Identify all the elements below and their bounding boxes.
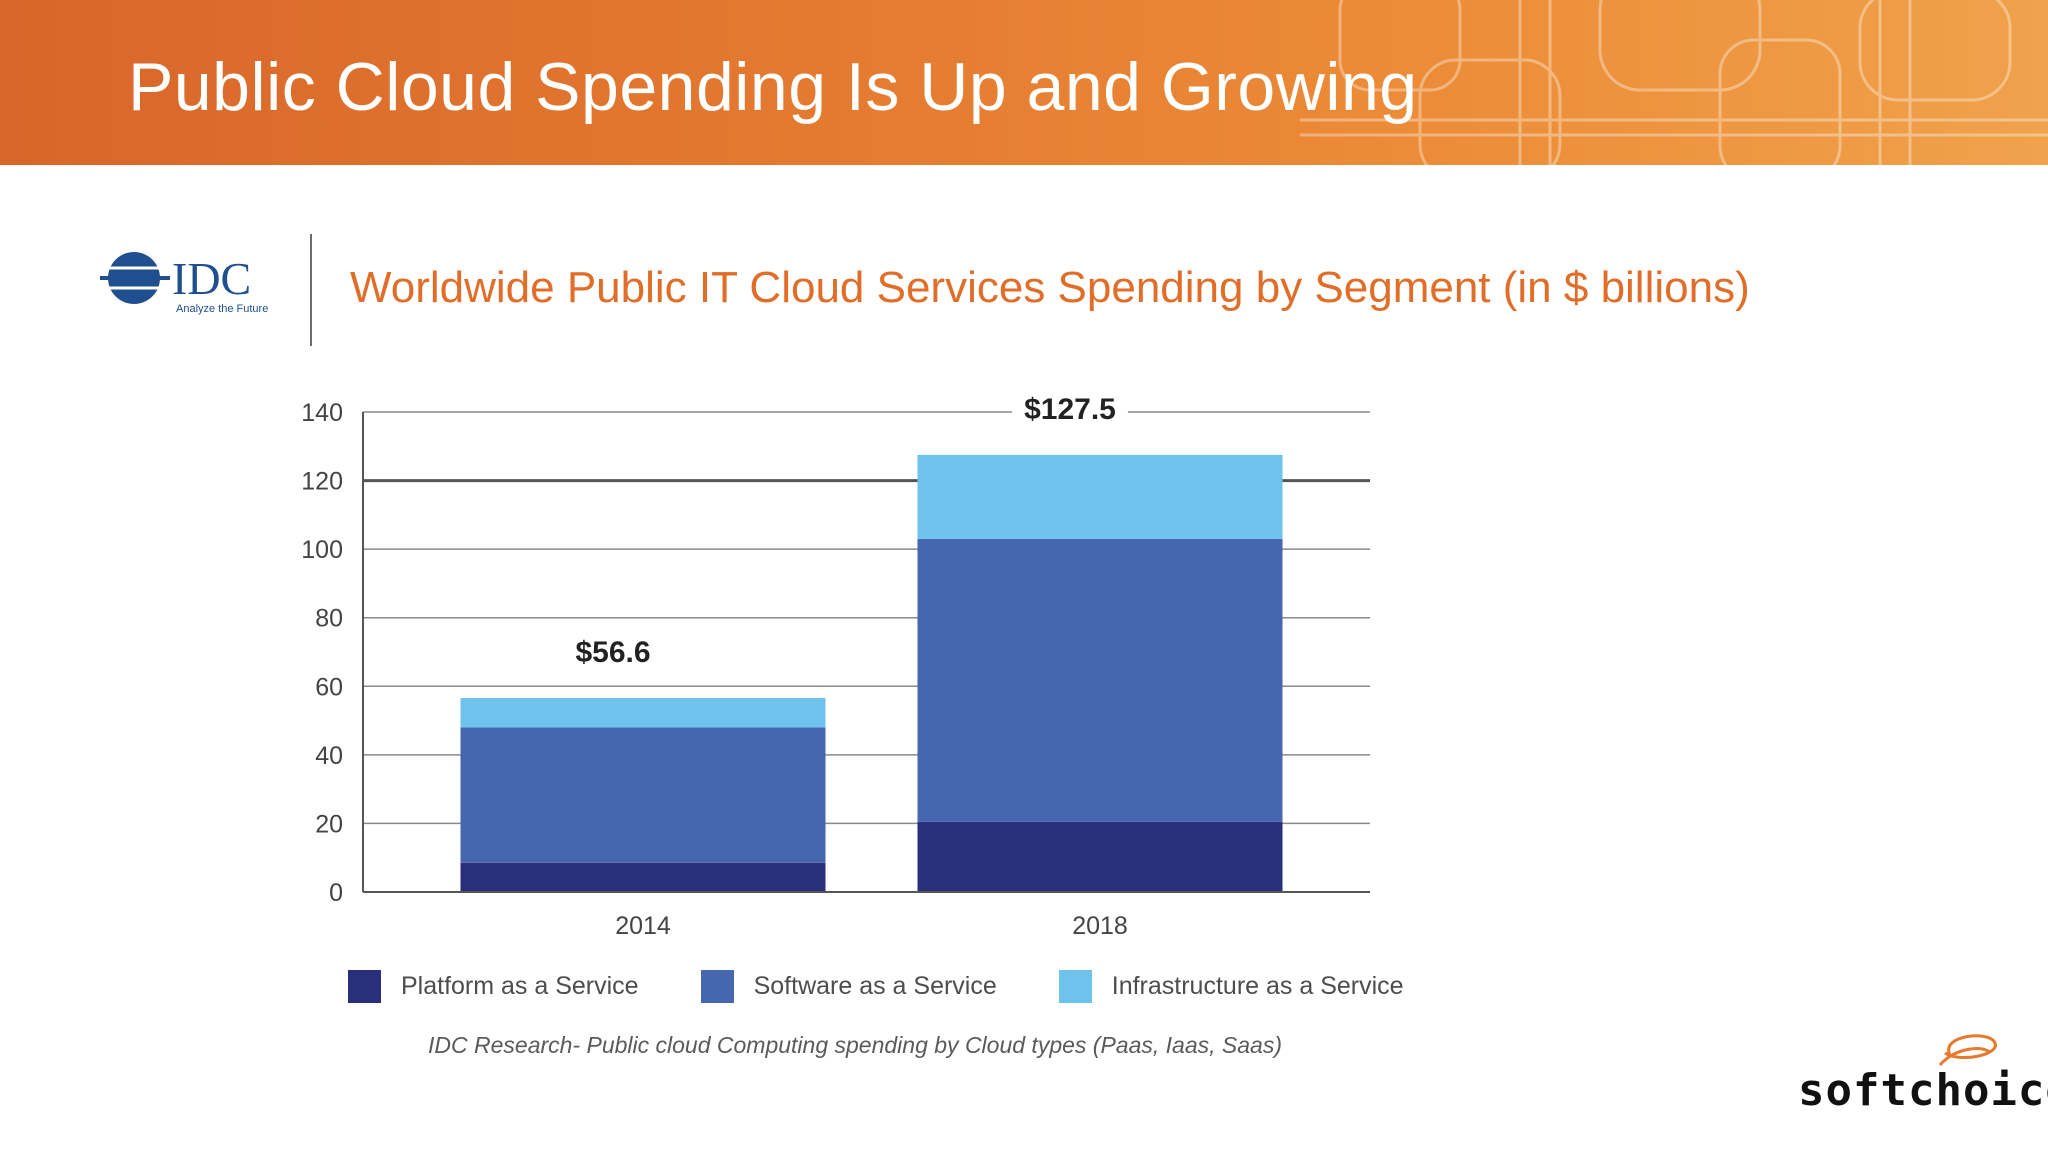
- bar-segment-saas: [460, 727, 826, 863]
- banner-pattern: [1300, 0, 2048, 165]
- y-tick-label: 60: [315, 673, 343, 701]
- x-tick-label: 2018: [1072, 912, 1128, 940]
- chart-heading: Worldwide Public IT Cloud Services Spend…: [350, 263, 1750, 312]
- y-tick-label: 20: [315, 810, 343, 838]
- legend-swatch-iaas: [1058, 969, 1092, 1003]
- bar-total-label-bg: [1012, 388, 1128, 430]
- legend-swatch-paas: [348, 969, 381, 1003]
- bar-segment-paas: [460, 862, 826, 892]
- logo-divider: [310, 234, 312, 346]
- legend-label-iaas: Infrastructure as a Service: [1111, 971, 1404, 1000]
- slide-title: Public Cloud Spending Is Up and Growing: [128, 49, 1418, 125]
- bar-total-label: $127.5: [1024, 393, 1116, 426]
- x-tick-label: 2014: [615, 912, 671, 940]
- legend-label-saas: Software as a Service: [753, 971, 997, 1000]
- y-tick-label: 140: [301, 399, 343, 427]
- legend-item-paas: Platform as a Service: [348, 969, 639, 1003]
- chart-legend: Platform as a Service Software as a Serv…: [348, 962, 1466, 1010]
- stacked-bar-chart: 0 20 40 60 80 100 120 140 2014 $56.6 2018 $127.5: [301, 388, 1370, 940]
- bar-segment-iaas: [917, 454, 1283, 539]
- y-tick-label: 100: [301, 536, 343, 564]
- bar-segment-saas: [917, 538, 1283, 822]
- bar-segment-paas: [917, 821, 1283, 892]
- legend-item-saas: Software as a Service: [700, 969, 997, 1003]
- bar-segment-iaas: [460, 697, 826, 728]
- title-banner: Public Cloud Spending Is Up and Growing: [0, 0, 2048, 165]
- idc-globe-icon: [100, 252, 170, 304]
- y-tick-label: 80: [315, 605, 343, 633]
- legend-label-paas: Platform as a Service: [401, 971, 639, 1000]
- legend-swatch-saas: [700, 969, 734, 1003]
- legend-item-iaas: Infrastructure as a Service: [1058, 969, 1404, 1003]
- idc-tagline: Analyze the Future: [176, 303, 268, 315]
- y-tick-label: 0: [329, 879, 343, 907]
- idc-logo: IDC Analyze the Future: [100, 252, 268, 315]
- softchoice-logo: softchoice: [1798, 1065, 2048, 1116]
- y-tick-label: 120: [301, 468, 343, 496]
- softchoice-swirl-icon: [1938, 1034, 1997, 1067]
- source-caption: IDC Research- Public cloud Computing spe…: [428, 1032, 1282, 1058]
- y-tick-label: 40: [315, 742, 343, 770]
- idc-name: IDC: [172, 253, 251, 304]
- bar-total-label: $56.6: [575, 636, 650, 669]
